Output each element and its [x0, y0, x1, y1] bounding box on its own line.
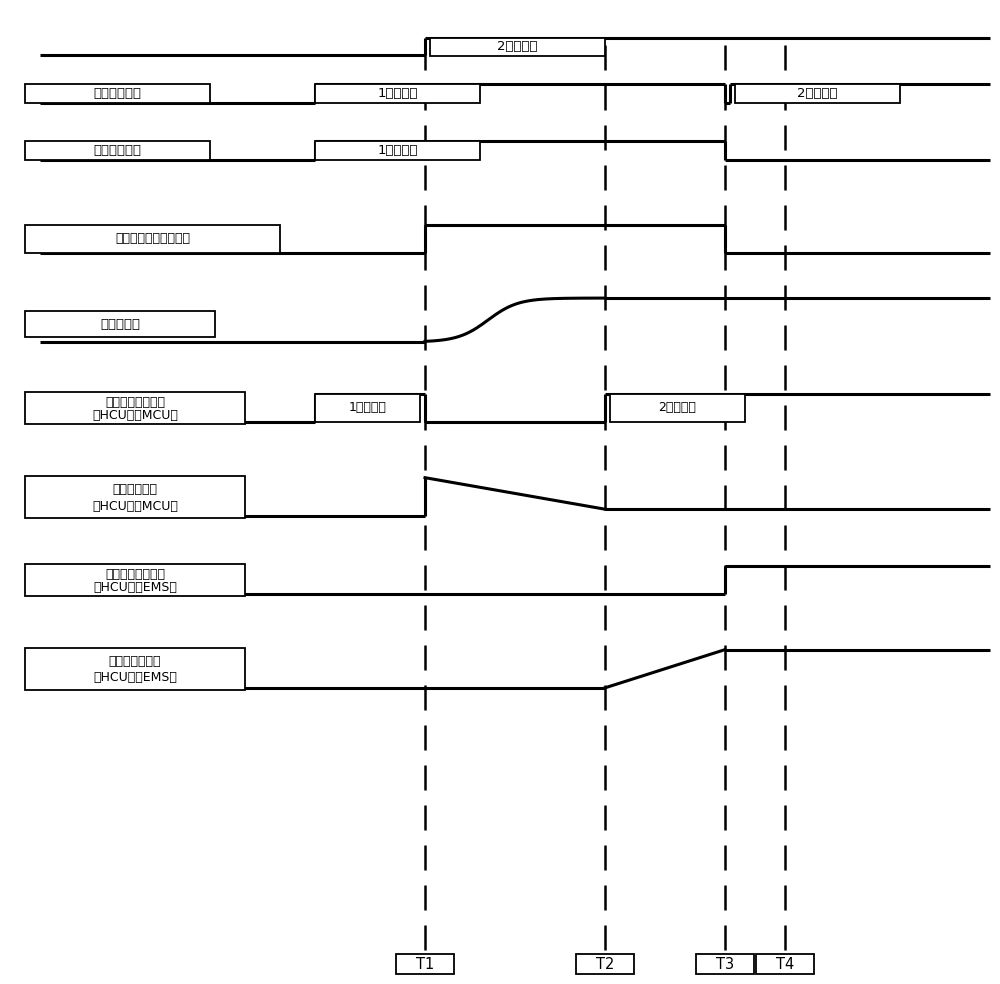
Text: 1扭矩模式: 1扭矩模式 [349, 401, 386, 414]
FancyBboxPatch shape [315, 84, 480, 103]
Text: T3: T3 [716, 956, 734, 972]
Text: 电机请求控制模式: 电机请求控制模式 [105, 396, 165, 409]
FancyBboxPatch shape [735, 84, 900, 103]
FancyBboxPatch shape [25, 224, 280, 253]
FancyBboxPatch shape [25, 392, 245, 424]
Text: T2: T2 [596, 956, 614, 972]
Text: 1纯电状态: 1纯电状态 [377, 88, 418, 100]
FancyBboxPatch shape [25, 475, 245, 518]
FancyBboxPatch shape [430, 37, 605, 56]
Text: 发动机起动控制标志位: 发动机起动控制标志位 [115, 232, 190, 245]
FancyBboxPatch shape [610, 394, 745, 422]
FancyBboxPatch shape [25, 564, 245, 596]
Text: T4: T4 [776, 956, 794, 972]
Text: 2串联状态: 2串联状态 [497, 40, 538, 53]
FancyBboxPatch shape [396, 954, 454, 974]
FancyBboxPatch shape [576, 954, 634, 974]
Text: 发动机请求扭矩: 发动机请求扭矩 [109, 655, 161, 668]
Text: （HCU发给MCU）: （HCU发给MCU） [92, 500, 178, 513]
FancyBboxPatch shape [25, 142, 210, 160]
Text: 2串联状态: 2串联状态 [797, 88, 838, 100]
Text: 整车期望模式: 整车期望模式 [94, 88, 142, 100]
Text: （HCU发给EMS）: （HCU发给EMS） [93, 671, 177, 685]
FancyBboxPatch shape [756, 954, 814, 974]
FancyBboxPatch shape [25, 647, 245, 690]
Text: （HCU发给EMS）: （HCU发给EMS） [93, 581, 177, 593]
FancyBboxPatch shape [315, 142, 480, 160]
Text: 整车实际模式: 整车实际模式 [94, 145, 142, 157]
Text: （HCU发给MCU）: （HCU发给MCU） [92, 408, 178, 421]
Text: 发动机转速: 发动机转速 [100, 318, 140, 331]
FancyBboxPatch shape [25, 84, 210, 103]
FancyBboxPatch shape [696, 954, 754, 974]
FancyBboxPatch shape [25, 311, 215, 338]
Text: 2转速模式: 2转速模式 [659, 401, 696, 414]
Text: 电机请求扭矩: 电机请求扭矩 [112, 483, 158, 496]
Text: 发动机喷油标志位: 发动机喷油标志位 [105, 568, 165, 581]
Text: T1: T1 [416, 956, 434, 972]
Text: 1纯电状态: 1纯电状态 [377, 145, 418, 157]
FancyBboxPatch shape [315, 394, 420, 422]
